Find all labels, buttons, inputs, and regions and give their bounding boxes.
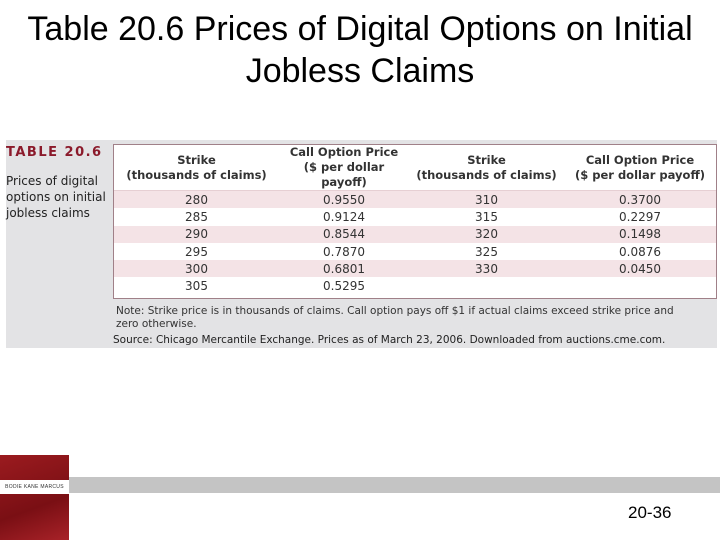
table-cell: 0.0876 <box>619 244 661 259</box>
table-cell: 305 <box>185 279 208 294</box>
table-row: 290 0.8544 320 0.1498 <box>114 225 716 243</box>
header-line: ($ per dollar payoff) <box>303 160 385 189</box>
header-price-1: Call Option Price ($ per dollar payoff) <box>279 145 409 191</box>
table-row: 295 0.7870 325 0.0876 <box>114 243 716 260</box>
table-cell <box>409 277 564 294</box>
table-row: 285 0.9124 315 0.2297 <box>114 208 716 225</box>
header-line: Call Option Price <box>585 152 695 167</box>
table-cell: 325 <box>475 244 498 259</box>
header-line: ($ per dollar payoff) <box>574 167 706 182</box>
book-cover-logo <box>0 455 69 540</box>
header-price-2: Call Option Price ($ per dollar payoff) <box>564 145 716 191</box>
table-cell: 0.3700 <box>564 190 716 209</box>
table-cell <box>564 277 716 294</box>
book-cover-text: BODIE KANE MARCUS <box>0 480 69 494</box>
table-cell: 0.9124 <box>323 209 365 224</box>
data-table-box: Strike (thousands of claims) Call Option … <box>113 144 717 299</box>
table-cell: 290 <box>114 225 279 243</box>
table-cell: 330 <box>409 260 564 278</box>
table-cell: 310 <box>409 190 564 209</box>
table-cell: 320 <box>409 225 564 243</box>
table-cell: 295 <box>185 244 208 259</box>
table-row: 300 0.6801 330 0.0450 <box>114 260 716 278</box>
header-line: (thousands of claims) <box>126 167 267 182</box>
table-cell: 0.7870 <box>323 244 365 259</box>
header-strike-1: Strike (thousands of claims) <box>114 145 279 191</box>
table-cell: 315 <box>475 209 498 224</box>
table-cell: 300 <box>114 260 279 278</box>
table-cell: 0.5295 <box>323 279 365 294</box>
table-row: 305 0.5295 <box>114 277 716 294</box>
data-table: Strike (thousands of claims) Call Option … <box>114 145 716 295</box>
table-cell: 0.6801 <box>279 260 409 278</box>
table-cell: 0.0450 <box>564 260 716 278</box>
table-cell: 0.9550 <box>279 190 409 209</box>
header-line: Call Option Price <box>289 145 399 159</box>
table-source: Source: Chicago Mercantile Exchange. Pri… <box>113 334 666 346</box>
header-line: (thousands of claims) <box>416 167 557 182</box>
table-cell: 280 <box>114 190 279 209</box>
header-strike-2: Strike (thousands of claims) <box>409 145 564 191</box>
header-line: Strike <box>467 152 506 167</box>
table-row: 280 0.9550 310 0.3700 <box>114 190 716 209</box>
footer-bar <box>69 477 720 493</box>
header-line: Strike <box>177 152 216 167</box>
table-note: Note: Strike price is in thousands of cl… <box>116 305 674 330</box>
slide-title: Table 20.6 Prices of Digital Options on … <box>27 10 693 90</box>
table-cell: 0.1498 <box>564 225 716 243</box>
table-cell: 0.2297 <box>619 209 661 224</box>
table-cell: 285 <box>185 209 208 224</box>
table-label: TABLE 20.6 <box>6 145 103 160</box>
table-header-row: Strike (thousands of claims) Call Option … <box>114 145 716 191</box>
page-number: 20-36 <box>628 503 672 522</box>
table-cell: 0.8544 <box>279 225 409 243</box>
table-description: Prices of digital options on initial job… <box>6 174 106 220</box>
